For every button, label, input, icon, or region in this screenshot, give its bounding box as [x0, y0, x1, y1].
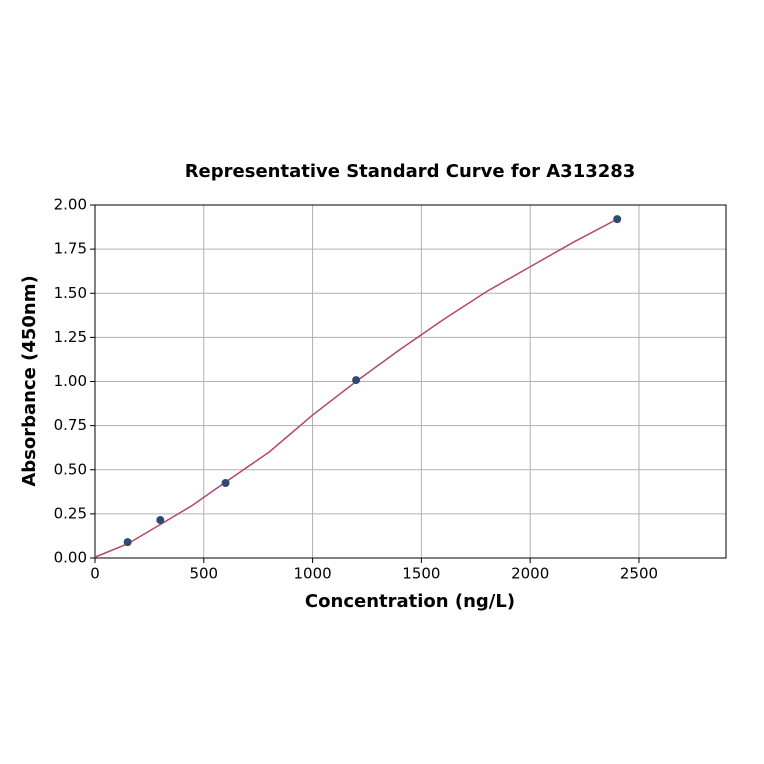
y-tick-label: 2.00: [54, 196, 87, 214]
y-tick-label: 0.50: [54, 460, 87, 478]
data-point: [352, 376, 361, 385]
y-tick-label: 1.75: [54, 240, 87, 258]
y-tick-label: 0.00: [54, 549, 87, 567]
x-tick-label: 0: [90, 565, 100, 583]
x-tick-label: 500: [189, 565, 218, 583]
data-point: [221, 478, 230, 487]
data-point: [156, 516, 165, 525]
plot-frame: [94, 204, 727, 559]
x-axis-title: Concentration (ng/L): [305, 591, 515, 612]
chart-title: Representative Standard Curve for A31328…: [185, 161, 636, 182]
data-point: [123, 538, 132, 547]
data-point: [613, 215, 622, 224]
x-tick-label: 2500: [620, 565, 658, 583]
x-tick-label: 1000: [293, 565, 331, 583]
y-tick-label: 1.00: [54, 372, 87, 390]
x-tick-label: 1500: [402, 565, 440, 583]
x-tick-label: 2000: [511, 565, 549, 583]
y-tick-label: 1.50: [54, 284, 87, 302]
y-axis-title: Absorbance (450nm): [19, 275, 40, 486]
y-tick-label: 0.25: [54, 504, 87, 522]
y-tick-label: 0.75: [54, 416, 87, 434]
fit-curve: [94, 218, 618, 558]
y-tick-label: 1.25: [54, 328, 87, 346]
